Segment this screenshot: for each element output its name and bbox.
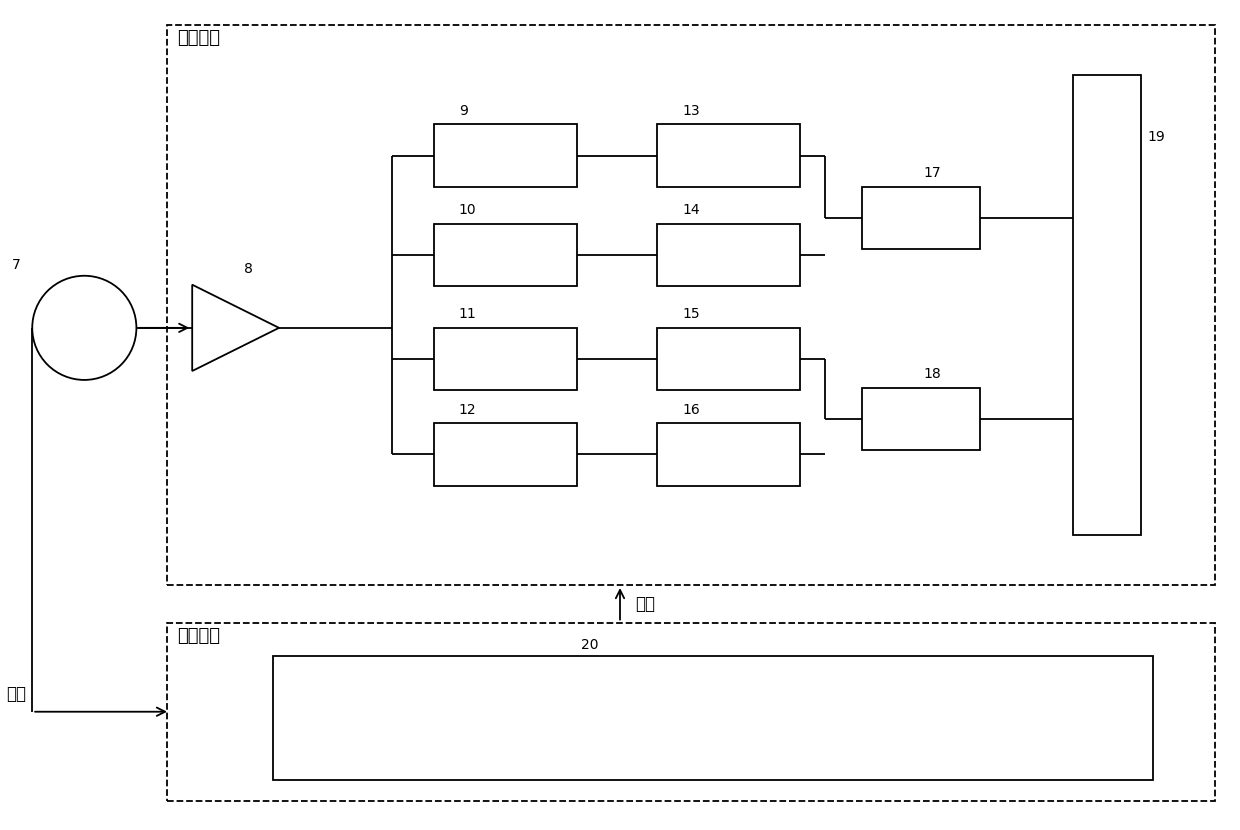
Bar: [167, 622, 1215, 801]
Text: 10: 10: [459, 203, 476, 217]
Text: 用电模块: 用电模块: [177, 29, 221, 47]
Text: 供电: 供电: [635, 595, 655, 613]
Bar: [167, 25, 1215, 585]
Text: 16: 16: [682, 403, 699, 417]
Text: 13: 13: [682, 104, 699, 118]
Bar: [657, 423, 800, 486]
Bar: [862, 187, 980, 249]
Text: 11: 11: [459, 307, 476, 321]
Text: 18: 18: [924, 367, 941, 381]
Text: 20: 20: [580, 637, 599, 652]
Bar: [434, 224, 577, 286]
Text: 12: 12: [459, 403, 476, 417]
Bar: [434, 423, 577, 486]
Bar: [657, 124, 800, 187]
Bar: [273, 656, 1153, 780]
Bar: [862, 388, 980, 450]
Text: 8: 8: [244, 262, 253, 276]
Text: 14: 14: [682, 203, 699, 217]
Bar: [1073, 75, 1141, 535]
Text: 储电模块: 储电模块: [177, 627, 221, 645]
Bar: [434, 124, 577, 187]
Text: 15: 15: [682, 307, 699, 321]
Ellipse shape: [32, 276, 136, 380]
Text: 19: 19: [1147, 129, 1164, 144]
Text: 充电: 充电: [6, 686, 26, 703]
Bar: [434, 328, 577, 390]
Text: 7: 7: [12, 257, 21, 271]
Bar: [657, 328, 800, 390]
Text: 17: 17: [924, 166, 941, 180]
Bar: [657, 224, 800, 286]
Text: 9: 9: [459, 104, 467, 118]
